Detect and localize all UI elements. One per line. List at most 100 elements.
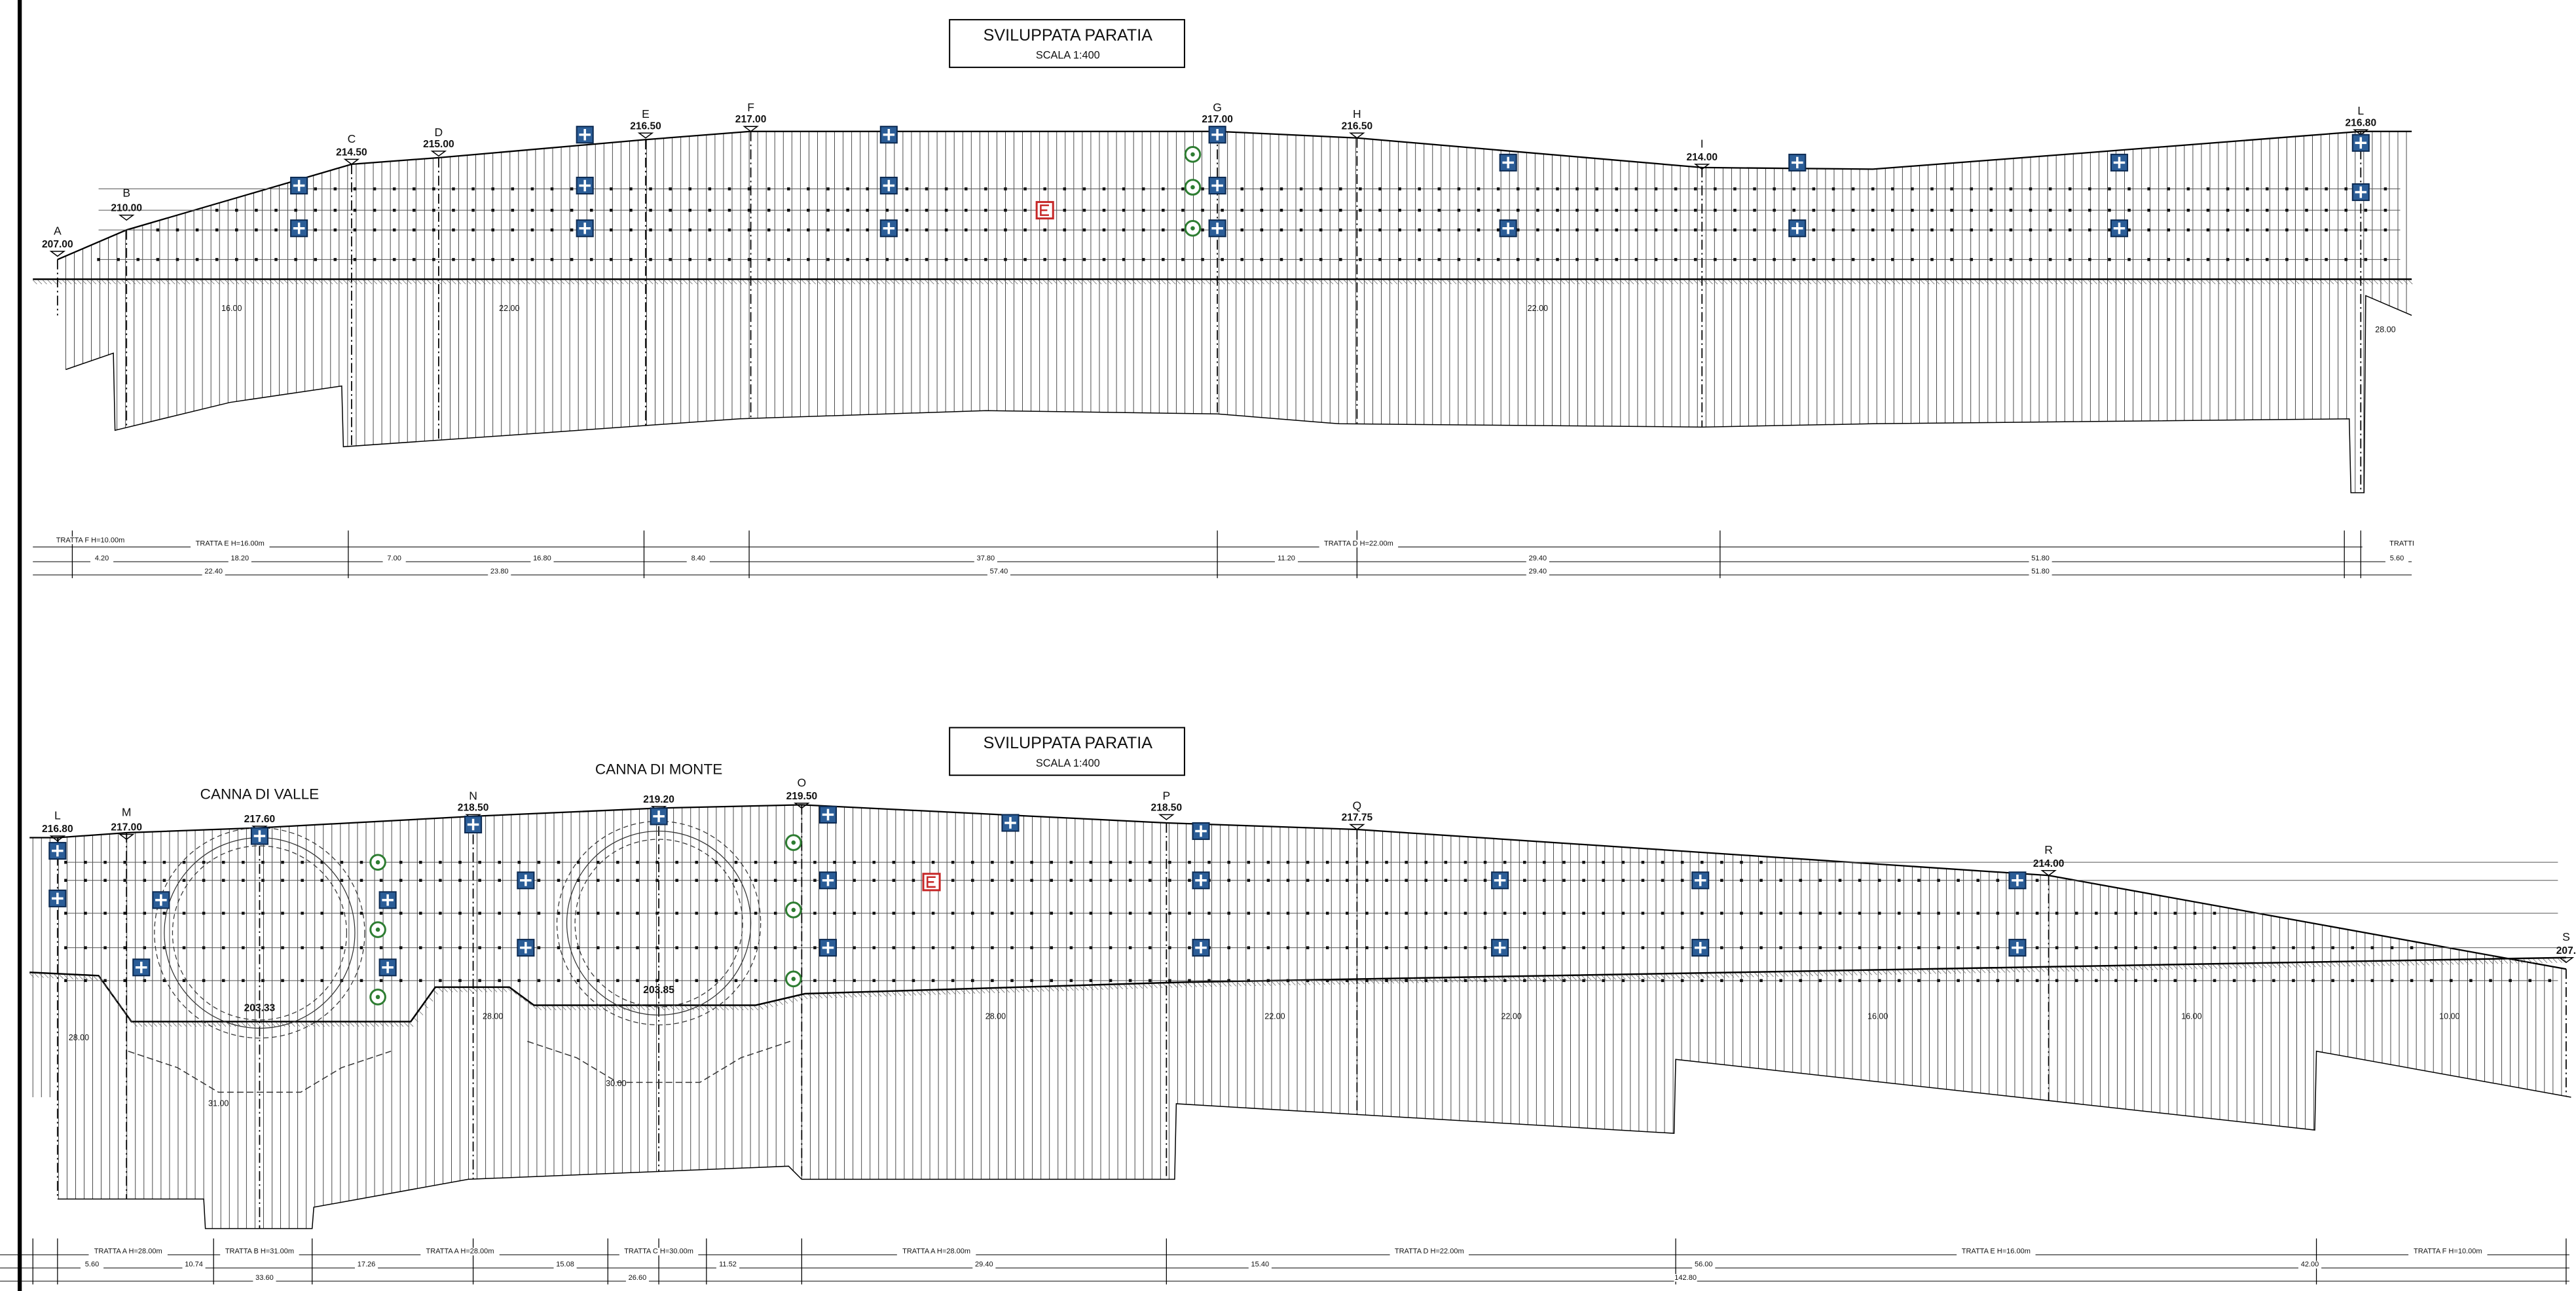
anchor-head bbox=[1818, 911, 1822, 915]
anchor-head bbox=[669, 258, 672, 261]
ground-hatch bbox=[875, 280, 880, 285]
ground-hatch bbox=[773, 1001, 779, 1006]
anchor-head bbox=[1463, 946, 1467, 949]
anchor-head bbox=[1989, 228, 1993, 232]
ground-hatch bbox=[2109, 966, 2114, 971]
ground-hatch bbox=[2329, 280, 2334, 285]
anchor-head bbox=[1221, 258, 1224, 261]
ground-hatch bbox=[1828, 971, 1833, 976]
anchor-head bbox=[1227, 860, 1230, 864]
strut-dot bbox=[791, 840, 796, 845]
section-elevation: 218.50 bbox=[1151, 802, 1183, 813]
anchor-head bbox=[2245, 208, 2249, 212]
ground-hatch bbox=[1063, 280, 1067, 285]
ground-hatch bbox=[1266, 981, 1271, 986]
anchor-head bbox=[1615, 187, 1619, 191]
tunnel-outline bbox=[566, 830, 752, 1016]
ground-hatch bbox=[842, 993, 847, 998]
ground-hatch bbox=[1803, 972, 1809, 977]
dimension-label-bg bbox=[50, 536, 130, 545]
anchor-head bbox=[1030, 879, 1033, 882]
anchor-head bbox=[1562, 860, 1566, 864]
ground-hatch bbox=[1008, 280, 1014, 285]
anchor-head bbox=[2095, 946, 2098, 949]
ground-hatch bbox=[1890, 280, 1896, 285]
anchor-head bbox=[2186, 208, 2190, 212]
ground-hatch bbox=[1486, 280, 1492, 285]
anchor-head bbox=[1693, 258, 1697, 261]
ground-hatch bbox=[1641, 974, 1646, 979]
ground-hatch bbox=[2508, 959, 2513, 964]
anchor-head bbox=[353, 187, 357, 191]
ground-hatch bbox=[2558, 958, 2562, 963]
ground-hatch bbox=[934, 280, 940, 285]
anchor-head bbox=[1418, 208, 1421, 212]
ground-hatch bbox=[862, 992, 867, 998]
ground-hatch bbox=[2365, 962, 2370, 966]
ground-hatch bbox=[1905, 280, 1910, 285]
ground-hatch bbox=[1935, 280, 1940, 285]
anchor-head bbox=[708, 208, 712, 212]
ground-hatch bbox=[990, 989, 995, 994]
ground-hatch bbox=[1399, 979, 1405, 984]
ground-hatch bbox=[742, 280, 747, 285]
ground-hatch bbox=[828, 993, 833, 998]
anchor-head bbox=[1050, 911, 1053, 915]
anchor-head bbox=[1970, 228, 1973, 232]
dimension-label-bg bbox=[987, 568, 1010, 575]
ground-hatch bbox=[221, 1022, 227, 1027]
anchor-head bbox=[944, 208, 948, 212]
ground-hatch bbox=[1729, 973, 1735, 978]
ground-hatch bbox=[832, 993, 837, 998]
ground-hatch bbox=[1594, 280, 1600, 285]
ground-hatch bbox=[1887, 970, 1892, 975]
anchor-head bbox=[2305, 228, 2308, 232]
anchor-head bbox=[261, 879, 265, 882]
ground-hatch bbox=[1250, 280, 1255, 285]
dimension-label-bg bbox=[1319, 539, 1399, 548]
ground-hatch bbox=[2132, 280, 2137, 285]
ground-hatch bbox=[604, 280, 609, 285]
ground-hatch bbox=[2203, 964, 2207, 970]
ground-hatch bbox=[836, 280, 841, 285]
anchor-head bbox=[1385, 860, 1388, 864]
ground-hatch bbox=[2240, 280, 2245, 285]
ground-hatch bbox=[86, 280, 92, 285]
anchor-head bbox=[866, 228, 869, 232]
anchor-head bbox=[1831, 187, 1835, 191]
anchor-head bbox=[359, 946, 363, 949]
anchor-head bbox=[925, 208, 929, 212]
anchor-head bbox=[84, 979, 87, 983]
anchor-head bbox=[695, 860, 699, 864]
anchor-head bbox=[1188, 860, 1191, 864]
special-mark bbox=[927, 876, 936, 888]
ground-hatch bbox=[857, 992, 862, 998]
ground-hatch bbox=[910, 280, 915, 285]
anchor-head bbox=[1871, 187, 1875, 191]
dimension-label: 56.00 bbox=[1695, 1261, 1713, 1269]
ground-hatch bbox=[1725, 973, 1729, 978]
anchor-head bbox=[1260, 258, 1264, 261]
scale: SCALA 1:400 bbox=[1036, 50, 1100, 62]
ground-hatch bbox=[1511, 280, 1516, 285]
ground-hatch bbox=[270, 1022, 276, 1027]
ground-hatch bbox=[2122, 280, 2127, 285]
ground-hatch bbox=[2287, 963, 2291, 968]
ground-hatch bbox=[2063, 280, 2068, 285]
ground-hatch bbox=[1049, 987, 1054, 992]
ground-hatch bbox=[160, 280, 166, 285]
anchor-head bbox=[1063, 187, 1067, 191]
ground-hatch bbox=[1190, 280, 1196, 285]
ground-hatch bbox=[2513, 959, 2518, 964]
anchor-head bbox=[1148, 911, 1152, 915]
dimension-label: TRATTA C H=30.00m bbox=[624, 1248, 693, 1256]
anchor-head bbox=[1240, 187, 1244, 191]
ground-hatch bbox=[402, 280, 407, 285]
ground-hatch bbox=[1309, 280, 1314, 285]
ground-hatch bbox=[166, 280, 170, 285]
anchor-head bbox=[688, 228, 692, 232]
anchor-head bbox=[261, 946, 265, 949]
anchor-head bbox=[1661, 911, 1665, 915]
anchor-head bbox=[1970, 258, 1973, 261]
anchor-head bbox=[714, 860, 718, 864]
